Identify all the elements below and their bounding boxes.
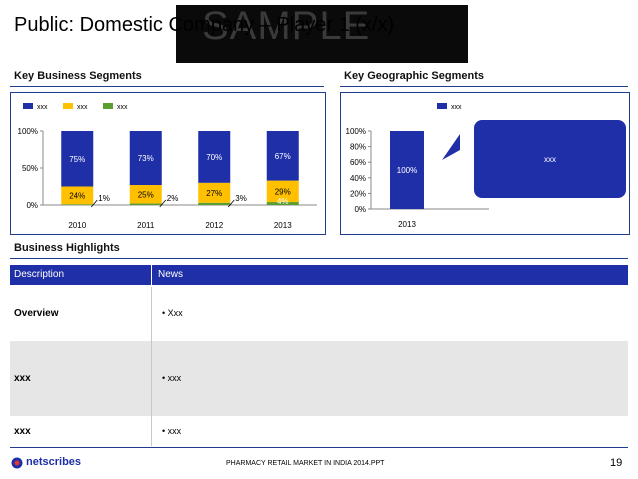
footer-text: PHARMACY RETAIL MARKET IN INDIA 2014.PPT	[226, 460, 385, 467]
bar-value-label: 67%	[275, 152, 291, 161]
bar-value-label: 70%	[206, 153, 222, 162]
bar-segment	[198, 131, 231, 183]
bar-value-label: 2%	[167, 194, 179, 203]
column-divider	[151, 265, 152, 285]
leader-line	[90, 199, 98, 208]
legend-swatch	[63, 103, 73, 109]
geographic-segments-chart: xxx 0% 20% 40% 60% 80% 100% 100% 2013	[346, 103, 489, 229]
bar-segment	[129, 203, 162, 205]
bar-segment	[61, 186, 94, 205]
column-header-news: News	[158, 269, 184, 280]
business-segments-chart: xxx xxx xxx 0% 50% 100% 75% 24% 1% 2010 73% 25% 2% 20…	[18, 103, 317, 230]
x-tick-label: 2013	[398, 220, 416, 229]
legend-label: xxx	[77, 104, 88, 111]
bar-value-label: 1%	[98, 194, 110, 203]
table-row: Overview • Xxx	[10, 287, 628, 341]
watermark-banner	[176, 5, 468, 63]
bar-value-label: 4%	[277, 197, 289, 206]
y-tick-label: 80%	[350, 143, 366, 152]
legend-swatch	[437, 103, 447, 109]
bar-value-label: 75%	[69, 155, 85, 164]
y-tick-label: 60%	[350, 158, 366, 167]
y-tick-label: 40%	[350, 174, 366, 183]
bar-segment	[198, 202, 231, 205]
column-header-description: Description	[14, 269, 65, 280]
section-title-business-segments: Key Business Segments	[14, 70, 142, 82]
bar-segment	[61, 131, 94, 187]
netscribes-logo: netscribes	[10, 454, 120, 472]
table-row: xxx • xxx	[10, 341, 628, 416]
x-tick-label: 2010	[68, 221, 86, 230]
y-tick-label: 100%	[18, 127, 38, 136]
bar-value-label: 29%	[275, 187, 291, 196]
callout-text: xxx	[474, 120, 626, 198]
divider	[340, 86, 628, 87]
row-description: xxx	[14, 373, 31, 384]
x-tick-label: 2011	[137, 221, 155, 230]
bar-value-label: 25%	[138, 190, 154, 199]
callout-pointer	[442, 134, 460, 160]
leader-line	[159, 199, 167, 208]
bar-value-label: 100%	[397, 166, 417, 175]
highlights-table-header: Description News	[10, 265, 628, 285]
y-tick-label: 20%	[350, 189, 366, 198]
legend-swatch	[23, 103, 33, 109]
divider	[10, 86, 324, 87]
y-tick-label: 50%	[22, 164, 38, 173]
callout: xxx	[442, 120, 628, 204]
legend-label: xxx	[37, 104, 48, 111]
bar-value-label: 24%	[69, 191, 85, 200]
bar-segment	[198, 182, 231, 203]
x-tick-label: 2012	[205, 221, 223, 230]
row-description: Overview	[14, 308, 59, 319]
row-news: • xxx	[162, 373, 182, 383]
bar-segment	[266, 202, 299, 205]
row-news: • xxx	[162, 426, 182, 436]
legend-swatch	[103, 103, 113, 109]
watermark: SAMPLE	[202, 4, 371, 48]
page-title: Public: Domestic Company – Player 1 (x/x…	[14, 14, 395, 36]
logo-text: netscribes	[26, 456, 82, 468]
row-news: • Xxx	[162, 308, 183, 318]
legend-label: xxx	[117, 104, 128, 111]
bar-value-label: 3%	[235, 194, 247, 203]
bar-value-label: 27%	[206, 189, 222, 198]
leader-line	[227, 199, 235, 208]
row-description: xxx	[14, 426, 31, 437]
bar-value-label: 73%	[138, 154, 154, 163]
section-title-geographic-segments: Key Geographic Segments	[344, 70, 484, 82]
x-tick-label: 2013	[274, 221, 292, 230]
y-tick-label: 100%	[346, 127, 366, 136]
divider	[10, 258, 628, 259]
bar-segment	[129, 185, 162, 204]
legend-label: xxx	[451, 104, 462, 111]
bar-segment	[61, 204, 94, 205]
logo-mark	[11, 457, 23, 469]
bar	[390, 131, 424, 209]
table-row: xxx • xxx	[10, 416, 628, 446]
y-tick-label: 0%	[26, 201, 38, 210]
page-number: 19	[610, 457, 623, 469]
business-segments-chart-panel: xxx xxx xxx 0% 50% 100% 75% 24% 1% 2010 73% 25% 2% 20…	[10, 92, 326, 235]
y-tick-label: 0%	[354, 205, 366, 214]
bar-segment	[129, 131, 162, 186]
divider	[10, 447, 628, 448]
column-divider	[151, 287, 152, 446]
bar-segment	[266, 131, 299, 181]
bar-segment	[266, 180, 299, 203]
section-title-business-highlights: Business Highlights	[14, 242, 120, 254]
